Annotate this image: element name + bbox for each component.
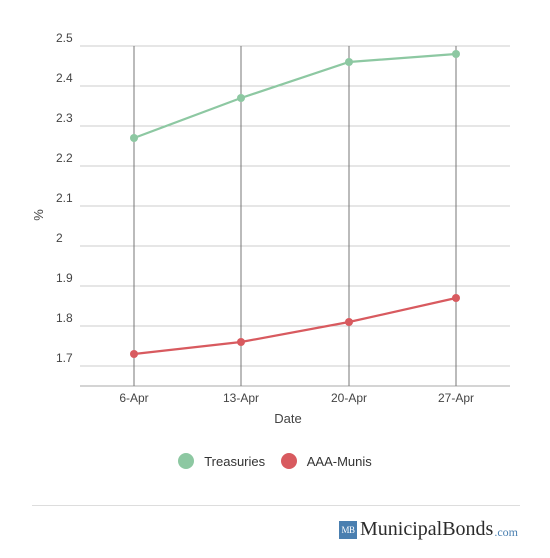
series-line-aaa-munis <box>133 296 457 356</box>
data-point-treasuries-20-apr[interactable] <box>345 58 353 66</box>
legend-item-aaa-munis[interactable]: AAA-Munis <box>280 453 372 469</box>
y-tick-label-2-5: 2.5 <box>56 31 73 45</box>
y-axis-ticks: 1.7 1.8 1.9 2 2.1 2.2 2.3 2.4 2.5 <box>56 31 73 365</box>
legend-swatch-treasuries <box>178 453 195 469</box>
line-chart: 1.7 1.8 1.9 2 2.1 2.2 2.3 2.4 2.5 6-Apr 13-Apr 20-… <box>31 31 510 426</box>
y-tick-label-1-7: 1.7 <box>56 351 73 365</box>
x-axis-ticks: 6-Apr 13-Apr 20-Apr 27-Apr <box>119 391 474 405</box>
x-axis-title: Date <box>274 411 301 426</box>
y-tick-label-2: 2 <box>56 231 63 245</box>
brand-logo[interactable]: MB MunicipalBonds .com <box>338 518 518 541</box>
y-tick-label-1-9: 1.9 <box>56 271 73 285</box>
legend-item-treasuries[interactable]: Treasuries <box>178 453 265 469</box>
data-point-aaa-munis-13-apr[interactable] <box>237 338 245 346</box>
x-tick-label-27-apr: 27-Apr <box>438 391 474 405</box>
data-point-aaa-munis-6-apr[interactable] <box>130 350 138 358</box>
legend-swatch-aaa-munis <box>280 453 297 469</box>
legend: Treasuries AAA-Munis <box>0 453 550 472</box>
data-point-treasuries-13-apr[interactable] <box>237 94 245 102</box>
data-point-aaa-munis-20-apr[interactable] <box>345 318 353 326</box>
data-point-aaa-munis-27-apr[interactable] <box>452 294 460 302</box>
y-tick-label-2-1: 2.1 <box>56 191 73 205</box>
legend-label-treasuries: Treasuries <box>204 453 266 469</box>
legend-label-aaa-munis: AAA-Munis <box>306 453 372 469</box>
y-tick-label-2-3: 2.3 <box>56 111 73 125</box>
x-tick-label-20-apr: 20-Apr <box>331 391 367 405</box>
data-point-treasuries-6-apr[interactable] <box>130 134 138 142</box>
y-tick-label-2-2: 2.2 <box>56 151 73 165</box>
y-tick-label-1-8: 1.8 <box>56 311 73 325</box>
brand-tld: .com <box>494 525 518 539</box>
brand-mark-icon: MB <box>338 520 357 539</box>
series-line-treasuries <box>133 52 457 140</box>
x-tick-label-13-apr: 13-Apr <box>223 391 259 405</box>
series <box>130 50 460 358</box>
footer-divider <box>32 505 520 506</box>
y-tick-label-2-4: 2.4 <box>56 71 73 85</box>
x-tick-label-6-apr: 6-Apr <box>119 391 148 405</box>
grid <box>80 45 510 387</box>
data-point-treasuries-27-apr[interactable] <box>452 50 460 58</box>
y-axis-title: % <box>31 209 46 221</box>
brand-name: MunicipalBonds <box>359 518 494 540</box>
